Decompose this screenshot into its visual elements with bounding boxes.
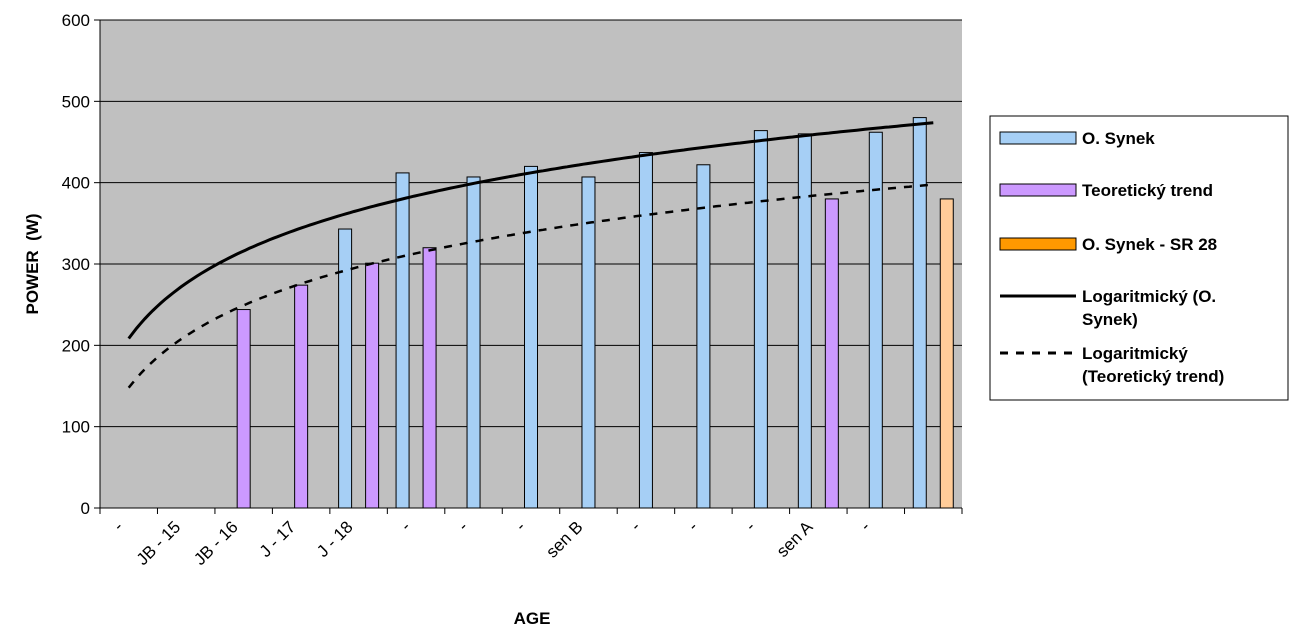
bar-teoretick-trend — [422, 247, 437, 509]
x-tick-label: JB - 15 — [133, 517, 185, 569]
legend-swatch — [999, 237, 1077, 251]
bar-teoretick-trend — [824, 198, 839, 509]
legend-entries: O. Synek Teoretický trend O. Synek - SR 28… — [999, 129, 1224, 386]
x-tick-label: J - 17 — [256, 517, 300, 561]
x-tick-label: J - 18 — [313, 517, 357, 561]
y-tick-label: 200 — [62, 336, 90, 355]
bar-o-synek — [524, 165, 538, 509]
bar-teoretick-trend — [365, 262, 380, 509]
y-tick-label: 600 — [62, 11, 90, 30]
legend-swatch — [999, 131, 1077, 145]
legend-label: O. Synek — [1082, 129, 1155, 148]
x-tick-label: - — [512, 517, 529, 534]
bar-o-synek — [638, 152, 653, 509]
y-axis-ticks: 0 100 200 300 400 500 600 — [62, 11, 100, 518]
x-tick-label: - — [684, 517, 701, 534]
bar-o-synek — [395, 172, 410, 509]
legend-label: Logaritmický (Teoretický trend) — [1082, 344, 1224, 386]
x-tick-label: - — [856, 517, 873, 534]
bar-o-synek — [753, 130, 768, 509]
y-tick-label: 500 — [62, 92, 90, 111]
bar-o-synek — [696, 164, 711, 509]
x-tick-label: JB - 16 — [190, 517, 242, 569]
x-tick-label: - — [397, 517, 414, 534]
y-tick-label: 300 — [62, 255, 90, 274]
x-tick-label: sen B — [542, 517, 586, 561]
legend-label: Logaritmický (O. Synek) — [1082, 287, 1216, 329]
bar-teoretick-trend — [236, 309, 251, 509]
y-tick-label: 0 — [81, 499, 90, 518]
x-tick-label: - — [627, 517, 644, 534]
trendlines — [127, 121, 934, 389]
bar-o-synek — [912, 117, 927, 509]
x-tick-label: - — [742, 517, 759, 534]
trendline-solid — [127, 121, 934, 340]
x-tick-label: sen A — [773, 517, 817, 561]
x-axis-title: AGE — [514, 609, 551, 628]
y-axis-title: POWER (W) — [23, 213, 42, 314]
legend-label: Teoretický trend — [1082, 181, 1213, 200]
legend-swatch — [999, 183, 1077, 197]
legend-label: O. Synek - SR 28 — [1082, 235, 1217, 254]
bar-o-synek-sr-28 — [939, 198, 954, 509]
bar-o-synek — [797, 133, 812, 509]
x-tick-label: - — [454, 517, 471, 534]
legend: O. Synek Teoretický trend O. Synek - SR 28… — [989, 115, 1289, 401]
y-tick-label: 100 — [62, 418, 90, 437]
bar-teoretick-trend — [294, 284, 309, 509]
x-axis-ticks: - JB - 15 JB - 16 J - 17 J - 18- - - sen B - - - se… — [99, 508, 963, 569]
trendline-dashed — [127, 183, 934, 389]
bar-o-synek — [466, 176, 481, 509]
bar-o-synek — [581, 176, 596, 509]
y-tick-label: 400 — [62, 174, 90, 193]
x-tick-label: - — [109, 517, 126, 534]
